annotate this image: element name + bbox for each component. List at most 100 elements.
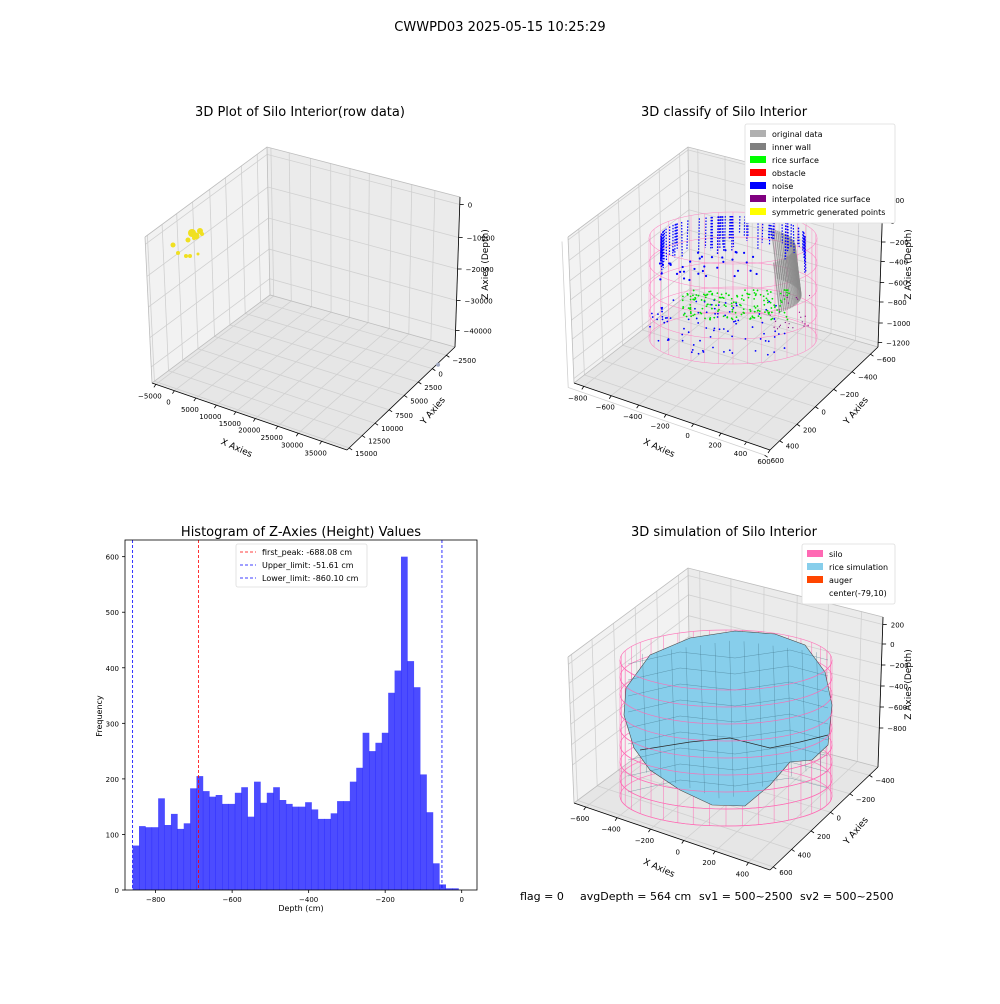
rice-surface-point [754,305,756,307]
rice-surface-point [767,293,769,295]
rice-surface-point [690,295,692,297]
rice-surface-point [721,294,723,296]
y-tick-label: 300 [106,720,119,728]
y-tick-label: 600 [771,457,784,465]
hist-bar [241,787,248,890]
noise-point [661,311,663,313]
noise-point [755,273,757,275]
rice-surface-point [786,294,788,296]
rice-surface-point [767,312,769,314]
x-tick-label: −200 [376,896,395,904]
noise-point [719,328,721,330]
noise-point [734,275,736,277]
noise-point [714,313,716,315]
rice-surface-point [759,310,761,312]
rice-surface-point [766,290,768,292]
rice-surface-point [704,300,706,302]
legend-swatch [750,156,766,163]
z-tick-label: 0 [468,202,472,210]
rice-surface-point [692,314,694,316]
noise-point [661,307,663,309]
noise-point [714,328,716,330]
noise-point [717,316,719,318]
y-tick [815,407,818,409]
y-tick-label: −200 [840,391,859,399]
x-tick [296,433,298,436]
hist-bar [343,801,350,890]
rice-surface-point [786,316,788,318]
x-tick-label: −200 [635,837,654,845]
legend-label: auger [829,576,853,585]
interpolated-point [792,327,793,328]
y-tick-label: 0 [115,887,119,895]
hist-bar [273,787,280,890]
x-tick [648,829,650,832]
rice-surface-point [708,291,710,293]
noise-point [691,351,693,353]
rice-surface-point [750,310,752,312]
rice-surface-point [739,304,741,306]
interpolated-point [808,325,809,326]
y-tick [418,382,421,384]
y-tick [797,424,800,426]
rice-surface-point [711,308,713,310]
rice-surface-point [723,297,725,299]
z-tick-label: −800 [887,725,906,733]
y-tick-label: −2500 [452,357,476,365]
noise-point [670,317,672,319]
x-tick-label: 0 [459,896,463,904]
y-tick-label: −200 [856,796,875,804]
y-tick [792,849,795,851]
data-point [436,363,440,367]
noise-point [725,302,727,304]
y-tick-label: 600 [106,554,119,562]
noise-point [737,270,739,272]
data-point [184,254,188,258]
x-tick-label: −600 [223,896,242,904]
rice-surface-point [760,317,762,319]
x-tick [692,424,694,427]
rice-surface-point [767,310,769,312]
noise-point [661,272,663,274]
rice-surface-point [711,294,713,296]
x-tick [253,419,255,422]
noise-point [724,249,726,251]
noise-point [697,252,699,254]
x-tick [713,851,715,854]
x-tick [637,405,639,408]
rice-surface-point [732,309,734,311]
noise-point [710,336,712,338]
hist-bar [184,823,191,890]
hist-bar [177,829,184,890]
rice-surface-point [705,296,707,298]
noise-point [659,278,661,280]
noise-point [660,250,662,252]
z-tick-label: −1000 [887,320,911,328]
hist-bar [427,812,434,890]
rice-surface-point [731,298,733,300]
rice-surface-point [736,316,738,318]
noise-point [666,321,668,323]
legend-swatch [750,195,766,202]
interpolated-point [796,297,797,298]
x-axis-label: X Axies [642,437,677,460]
z-axis-label: Z Axies (Depth) [904,649,914,720]
rice-surface-point [754,317,756,319]
y-tick-label: 200 [803,426,816,434]
z-axis-label: Z Axies (Depth) [481,229,491,300]
x-tick-label: −400 [602,826,621,834]
noise-point [673,299,675,301]
noise-point [661,254,663,256]
noise-point [774,330,776,332]
noise-point [662,264,664,266]
legend-label: noise [772,182,793,191]
rice-surface-point [750,317,752,319]
rice-surface-point [682,295,684,297]
rice-surface-point [770,307,772,309]
rice-surface-point [781,301,783,303]
noise-point [717,313,719,315]
y-tick [765,455,768,457]
y-tick-label: 600 [779,869,792,877]
rice-surface-point [741,314,743,316]
